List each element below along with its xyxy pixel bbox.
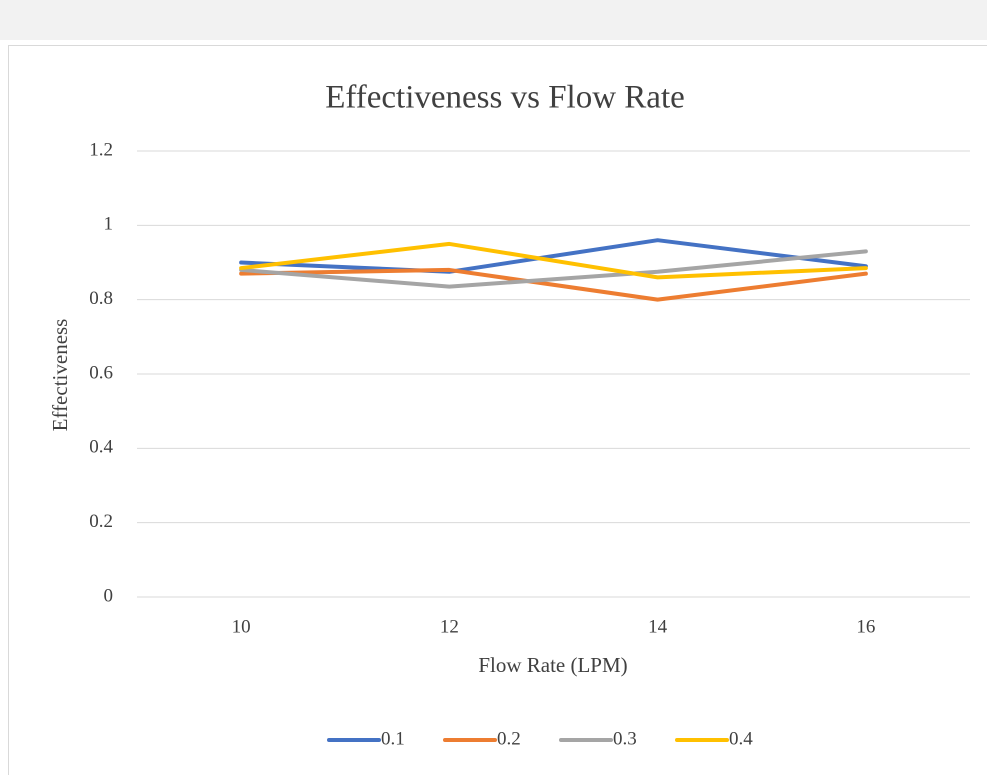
y-tick-label: 1.2 (89, 139, 113, 160)
chart-title: Effectiveness vs Flow Rate (325, 80, 685, 116)
x-tick-label: 12 (440, 616, 459, 637)
legend-label: 0.2 (497, 728, 521, 749)
y-tick-label: 0.2 (89, 511, 113, 532)
legend-label: 0.1 (381, 728, 405, 749)
y-tick-label: 0.4 (89, 437, 113, 458)
x-axis-label: Flow Rate (LPM) (478, 653, 627, 677)
x-tick-label: 10 (232, 616, 251, 637)
background-strip (0, 0, 987, 40)
y-tick-label: 1 (104, 214, 114, 235)
chart: Effectiveness vs Flow Rate Flow Rate (LP… (0, 0, 987, 775)
y-tick-label: 0.6 (89, 362, 113, 383)
y-axis-label: Effectiveness (48, 319, 72, 432)
legend-label: 0.4 (729, 728, 753, 749)
y-tick-label: 0 (104, 585, 114, 606)
y-tick-label: 0.8 (89, 288, 113, 309)
x-tick-label: 14 (648, 616, 668, 637)
x-tick-label: 16 (856, 616, 875, 637)
legend-label: 0.3 (613, 728, 637, 749)
